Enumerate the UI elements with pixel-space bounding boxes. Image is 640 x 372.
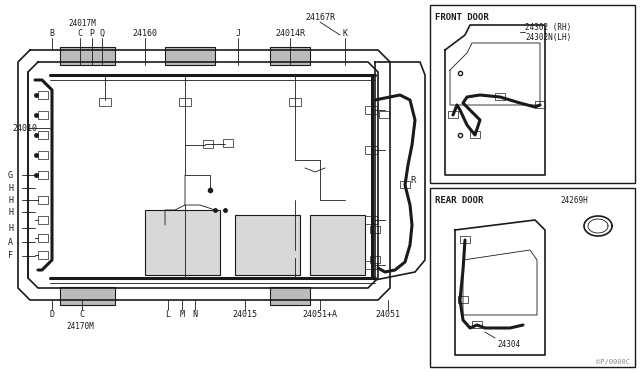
Text: M: M (179, 310, 184, 319)
Bar (38, 131, 48, 139)
Bar (235, 215, 300, 275)
Bar (495, 93, 505, 100)
Text: 24017M: 24017M (68, 19, 96, 28)
Text: 24160: 24160 (132, 29, 157, 38)
Text: B: B (49, 29, 54, 38)
Bar (460, 236, 470, 243)
Bar (165, 47, 215, 65)
Text: C: C (77, 29, 83, 38)
Text: FRONT DOOR: FRONT DOOR (435, 13, 489, 22)
Text: K: K (342, 29, 348, 38)
Text: P: P (90, 29, 95, 38)
Bar (203, 140, 213, 148)
Text: 24010: 24010 (12, 124, 37, 132)
Bar (290, 250, 300, 258)
Text: A: A (8, 237, 13, 247)
Bar (60, 287, 115, 305)
Bar (38, 151, 48, 159)
Bar (160, 223, 170, 231)
Text: 24015: 24015 (232, 310, 257, 319)
Bar (472, 321, 482, 328)
Bar (38, 251, 48, 259)
Text: 24269H: 24269H (560, 196, 588, 205)
Bar (365, 216, 377, 224)
Bar (38, 216, 48, 224)
Bar (365, 261, 377, 269)
Bar (370, 256, 380, 263)
Bar (430, 5, 635, 183)
Text: 24014R: 24014R (275, 29, 305, 38)
Text: L: L (166, 310, 170, 319)
Text: D: D (49, 310, 54, 319)
Text: ©P/0000C: ©P/0000C (596, 359, 630, 365)
Bar (470, 131, 480, 138)
Bar (365, 106, 377, 114)
Text: J: J (236, 29, 241, 38)
Text: 24170M: 24170M (66, 322, 94, 331)
Text: H: H (8, 224, 13, 232)
Text: H: H (8, 208, 13, 217)
Text: 24051+A: 24051+A (303, 310, 337, 319)
Bar (270, 47, 310, 65)
Bar (38, 171, 48, 179)
Bar (223, 139, 233, 147)
Bar (179, 98, 191, 106)
Bar (38, 91, 48, 99)
Text: C: C (79, 310, 84, 319)
Bar (458, 296, 468, 303)
Text: 24302 (RH): 24302 (RH) (525, 22, 572, 32)
Bar (60, 47, 115, 65)
Bar (365, 146, 377, 154)
Bar (145, 210, 220, 275)
Bar (379, 111, 389, 118)
Bar (400, 181, 410, 188)
Bar (430, 188, 635, 367)
Text: REAR DOOR: REAR DOOR (435, 196, 483, 205)
Bar (289, 98, 301, 106)
Text: H: H (8, 196, 13, 205)
Text: R: R (410, 176, 415, 185)
Text: N: N (193, 310, 198, 319)
Text: 24167R: 24167R (305, 13, 335, 22)
Bar (535, 101, 545, 108)
Bar (448, 111, 458, 118)
Text: 24304: 24304 (497, 340, 520, 349)
Bar (310, 215, 365, 275)
Bar (182, 240, 190, 248)
Bar (270, 287, 310, 305)
Text: 24302N(LH): 24302N(LH) (525, 32, 572, 42)
Text: G: G (8, 170, 13, 180)
Text: H: H (8, 183, 13, 192)
Text: F: F (8, 251, 13, 260)
Text: 24051: 24051 (376, 310, 401, 319)
Bar (38, 196, 48, 204)
Bar (38, 111, 48, 119)
Bar (38, 234, 48, 242)
Bar (99, 98, 111, 106)
Text: Q: Q (99, 29, 104, 38)
Bar (370, 226, 380, 233)
